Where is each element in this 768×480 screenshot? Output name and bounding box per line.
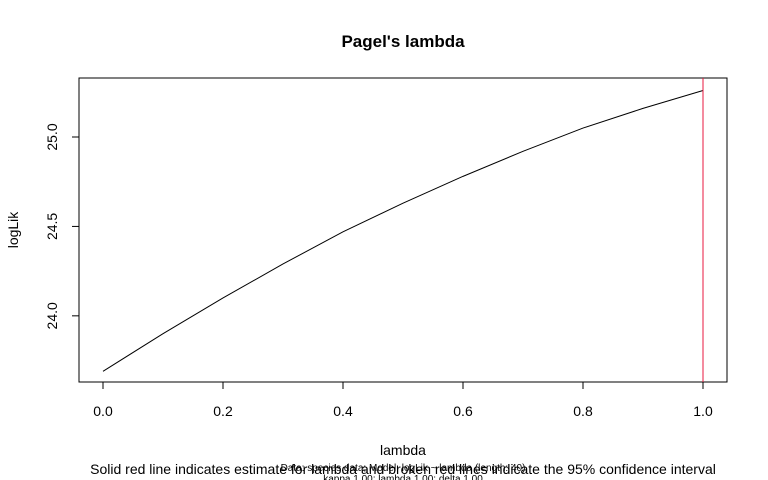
- x-tick-label: 0.6: [453, 403, 473, 419]
- y-axis-label: logLik: [5, 211, 21, 249]
- note: kappa 1.00; lambda 1.00; delta 1.00: [323, 474, 483, 480]
- x-tick-label: 1.0: [693, 403, 713, 419]
- x-tick-label: 0.8: [573, 403, 593, 419]
- caption: Solid red line indicates estimate for la…: [90, 461, 716, 477]
- x-tick-label: 0.2: [213, 403, 233, 419]
- x-tick-label: 0.4: [333, 403, 353, 419]
- y-tick-label: 24.5: [44, 213, 60, 240]
- note: Data: species.data; Model: logLik ~ lamb…: [281, 463, 526, 474]
- x-axis-label: lambda: [380, 442, 426, 458]
- chart-title: Pagel's lambda: [341, 32, 465, 51]
- line: [102, 90, 704, 372]
- x-tick-label: 0.0: [93, 403, 113, 419]
- plot-frame: [78, 77, 728, 383]
- y-tick-label: 24.0: [44, 302, 60, 329]
- y-tick-label: 25.0: [44, 123, 60, 150]
